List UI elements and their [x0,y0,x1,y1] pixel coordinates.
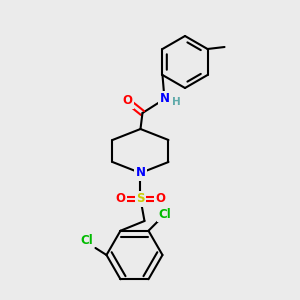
Text: O: O [116,193,125,206]
Text: Cl: Cl [158,208,171,221]
Text: O: O [155,193,166,206]
Text: H: H [172,97,181,107]
Text: N: N [136,167,146,179]
Text: N: N [160,92,170,106]
Text: O: O [122,94,133,107]
Text: S: S [136,193,145,206]
Text: Cl: Cl [80,235,93,248]
